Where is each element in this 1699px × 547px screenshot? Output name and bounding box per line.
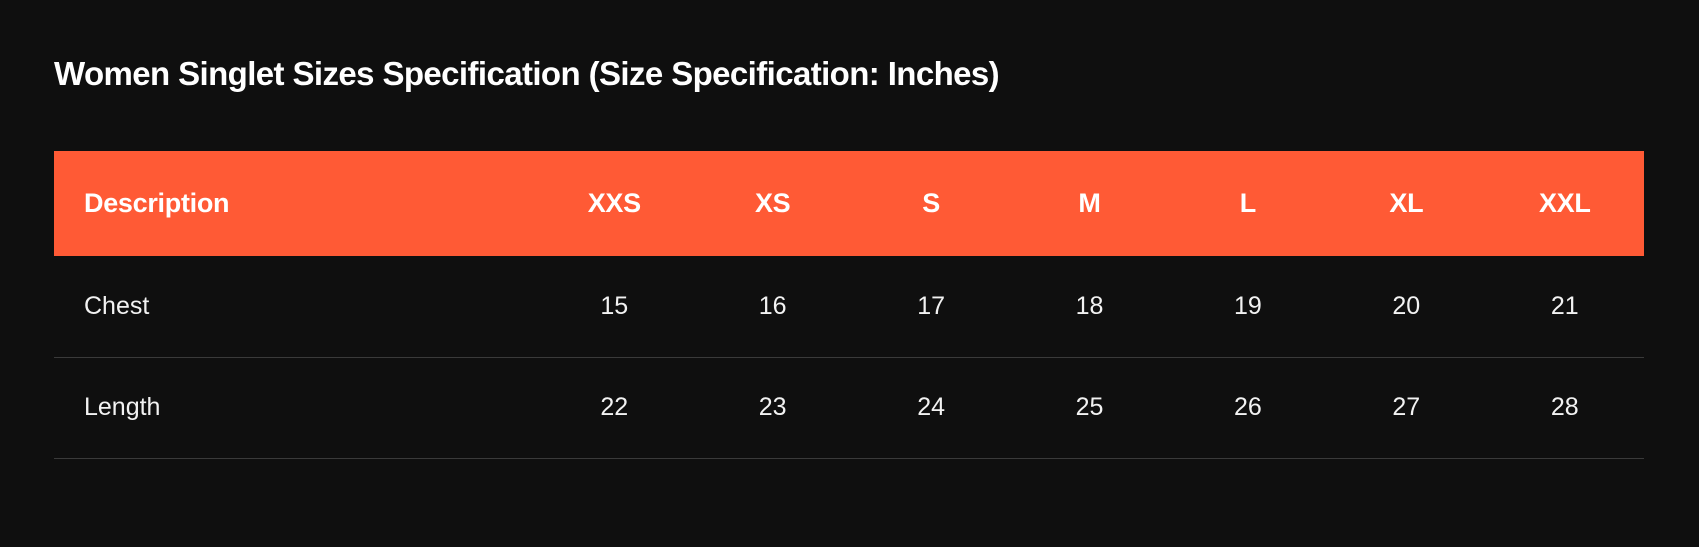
- table-body: Chest 15 16 17 18 19 20 21 Length 22 23 …: [54, 256, 1644, 458]
- column-header-xxl: XXL: [1538, 188, 1591, 218]
- table-cell: 17: [917, 291, 945, 320]
- table-cell: 21: [1550, 291, 1579, 320]
- table-cell: 27: [1392, 393, 1421, 421]
- table-cell: 26: [1234, 393, 1262, 421]
- table-cell: 18: [1075, 291, 1104, 320]
- size-table: Description XXS XS S M L XL XXL Chest 15…: [54, 151, 1644, 459]
- table-cell: 22: [600, 393, 629, 421]
- column-header-xl: XL: [1389, 188, 1424, 218]
- table-cell: 20: [1392, 291, 1421, 320]
- row-label-chest: Chest: [84, 291, 150, 320]
- page-title: Women Singlet Sizes Specification (Size …: [54, 55, 1000, 92]
- table-cell: 25: [1075, 393, 1104, 421]
- column-header-l: L: [1239, 188, 1257, 218]
- table-cell: 15: [600, 291, 629, 320]
- table-cell: 19: [1234, 291, 1262, 320]
- header-row: Description XXS XS S M L XL XXL: [54, 151, 1644, 256]
- table-header: Description XXS XS S M L XL XXL: [54, 151, 1644, 256]
- table-cell: 23: [758, 393, 787, 421]
- table-row: Chest 15 16 17 18 19 20 21: [54, 256, 1644, 357]
- column-header-xxs: XXS: [587, 188, 641, 218]
- column-header-m: M: [1078, 188, 1101, 218]
- table-cell: 16: [758, 291, 787, 320]
- column-header-s: S: [922, 188, 940, 218]
- column-header-description: Description: [84, 188, 230, 218]
- column-header-xs: XS: [754, 188, 791, 218]
- table-cell: 24: [917, 393, 945, 421]
- table-cell: 28: [1550, 393, 1579, 421]
- table-row: Length 22 23 24 25 26 27 28: [54, 357, 1644, 458]
- row-label-length: Length: [84, 393, 161, 421]
